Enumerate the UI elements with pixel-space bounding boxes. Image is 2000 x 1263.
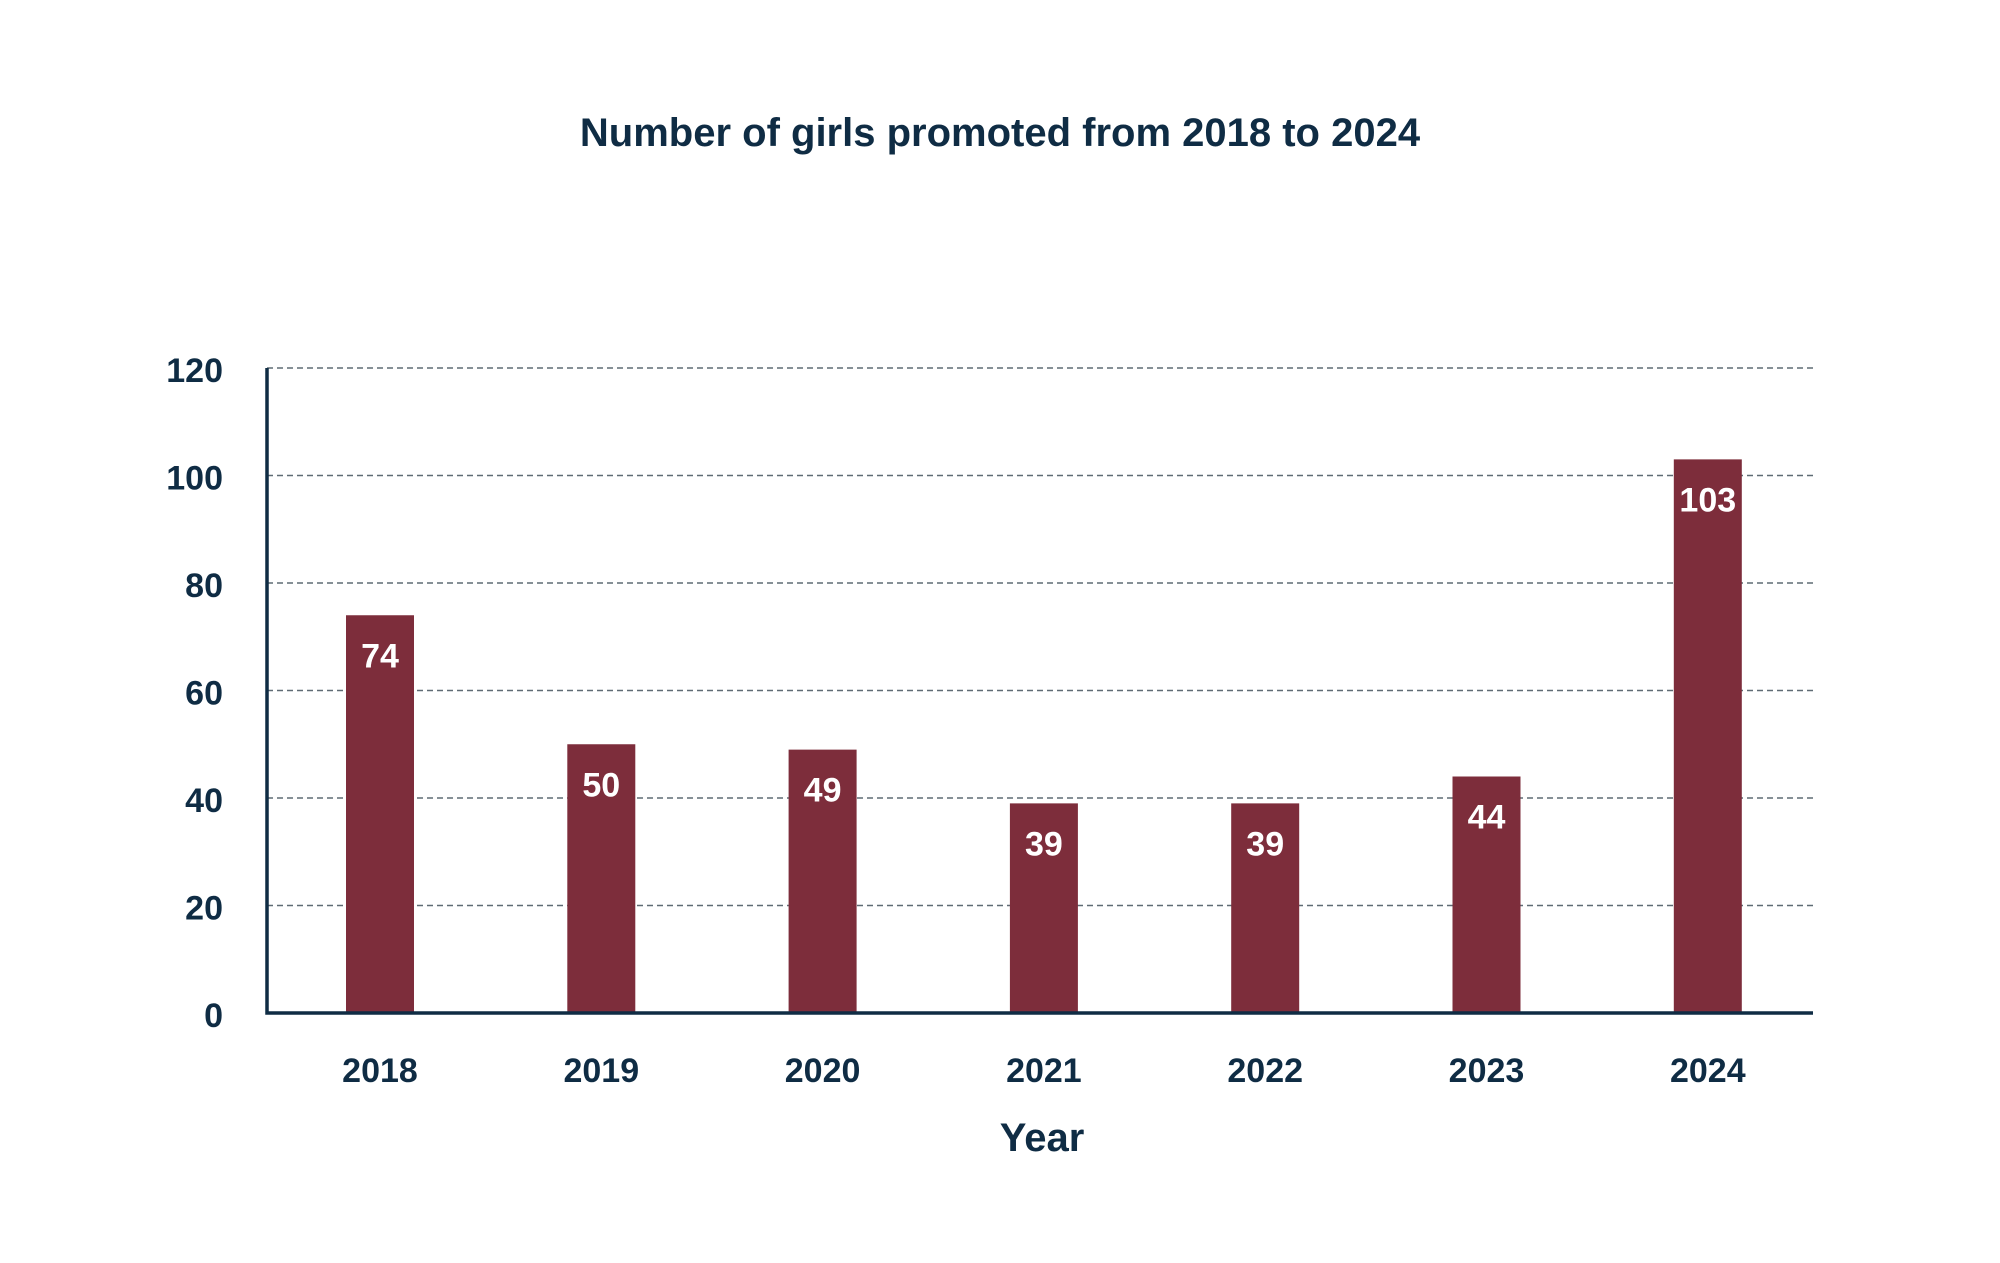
x-tick-label: 2020 [785, 1052, 861, 1090]
bar-2024 [1673, 459, 1742, 1013]
data-label-2018: 74 [361, 637, 399, 675]
y-tick-label: 20 [185, 889, 223, 927]
bar-2023 [1452, 776, 1521, 1013]
bar-2019 [567, 744, 636, 1013]
bar-2018 [346, 615, 414, 1013]
data-label-2022: 39 [1246, 825, 1284, 863]
data-label-2020: 49 [804, 772, 842, 810]
x-tick-label: 2019 [563, 1052, 639, 1090]
y-tick-label: 100 [166, 459, 223, 497]
y-tick-label: 60 [185, 674, 223, 712]
bar-2020 [788, 749, 857, 1013]
y-tick-label: 0 [204, 997, 223, 1035]
bar-2021 [1009, 803, 1078, 1013]
data-label-2021: 39 [1025, 825, 1063, 863]
data-label-2023: 44 [1468, 799, 1506, 837]
x-tick-label: 2021 [1006, 1052, 1082, 1090]
y-tick-label: 120 [166, 352, 223, 390]
x-axis-label: Year [1000, 1116, 1085, 1160]
x-tick-labels: 2018 2019 2020 2021 2022 2023 2024 [342, 1052, 1746, 1090]
axis-lines [265, 368, 1813, 1015]
data-label-2019: 50 [582, 766, 620, 804]
x-tick-label: 2023 [1449, 1052, 1525, 1090]
y-tick-label: 80 [185, 567, 223, 605]
x-tick-label: 2022 [1227, 1052, 1303, 1090]
x-tick-label: 2018 [342, 1052, 418, 1090]
bars: 74 50 49 39 39 44 103 [346, 459, 1742, 1013]
y-tick-labels: 0 20 40 60 80 100 120 [166, 352, 223, 1035]
data-label-2024: 103 [1679, 481, 1736, 519]
x-tick-label: 2024 [1670, 1052, 1746, 1090]
chart-title: Number of girls promoted from 2018 to 20… [580, 111, 1421, 155]
axes [265, 368, 1813, 1015]
y-tick-label: 40 [185, 782, 223, 820]
bar-2022 [1231, 803, 1300, 1013]
